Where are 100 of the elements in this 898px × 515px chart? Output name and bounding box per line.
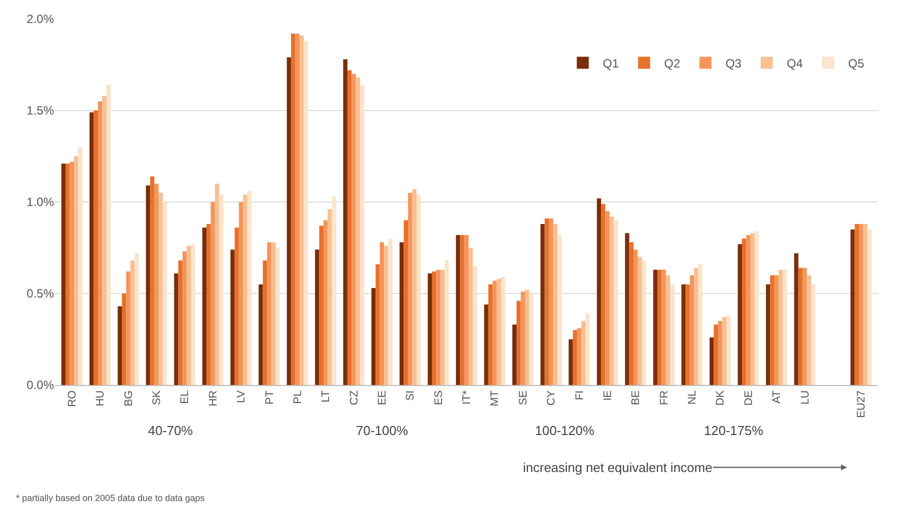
bar <box>376 264 380 385</box>
bar <box>690 275 694 385</box>
bar <box>130 260 135 385</box>
bar <box>738 244 742 385</box>
bar <box>315 250 320 385</box>
bar <box>694 268 698 385</box>
x-tick-label: HR <box>207 390 220 406</box>
x-tick-label: IT* <box>461 390 474 404</box>
bar <box>276 248 280 385</box>
bar <box>122 294 126 385</box>
bar <box>304 40 308 385</box>
bar <box>202 228 206 385</box>
bar <box>722 317 727 385</box>
bar <box>182 251 187 385</box>
bar <box>328 209 332 385</box>
bar <box>94 110 98 385</box>
bar <box>666 275 670 385</box>
bar <box>464 234 469 385</box>
bar <box>642 260 646 385</box>
bar <box>380 242 384 385</box>
bar <box>343 59 348 385</box>
x-tick-label: CZ <box>348 390 360 406</box>
bar <box>548 218 554 385</box>
bar <box>444 260 449 385</box>
bar <box>210 202 215 385</box>
bar <box>404 220 408 385</box>
x-tick-label: SK <box>151 390 164 406</box>
bar <box>568 339 573 385</box>
bar <box>186 246 191 385</box>
bar <box>766 284 770 385</box>
bar <box>219 194 224 385</box>
bar <box>234 228 239 385</box>
bar <box>295 34 300 385</box>
bar <box>416 194 421 385</box>
text: 100-120% <box>535 423 595 438</box>
bar <box>356 78 360 385</box>
x-tick-label: EL <box>179 390 192 404</box>
bar <box>516 300 521 385</box>
x-tick-label: HU <box>94 390 107 406</box>
bar <box>428 273 432 385</box>
x-tick-label: PT <box>264 390 276 404</box>
x-tick-label: FR <box>658 390 670 406</box>
text: 40-70% <box>148 423 194 438</box>
legend-label: Q5 <box>848 56 864 70</box>
bar <box>614 220 618 385</box>
bar <box>319 226 324 385</box>
x-tick-label: RO <box>66 390 78 407</box>
bar <box>78 147 82 385</box>
x-tick-label: AT <box>771 390 784 404</box>
bar <box>61 164 66 385</box>
bar <box>178 260 183 385</box>
bar <box>146 186 150 385</box>
bar <box>572 330 578 385</box>
bar <box>154 184 159 385</box>
legend-label: Q1 <box>602 56 620 70</box>
x-tick-label: LV <box>236 390 248 404</box>
bar <box>581 320 586 385</box>
bar <box>300 35 304 385</box>
bar <box>271 242 276 385</box>
bar <box>596 198 602 385</box>
x-tick-label: NL <box>686 390 699 404</box>
bar <box>854 224 859 385</box>
bar <box>70 162 74 385</box>
legend-label: Q4 <box>786 56 804 70</box>
bar <box>484 304 488 385</box>
bar <box>850 229 855 385</box>
x-tick-label: IE <box>602 390 614 401</box>
bar <box>754 231 759 385</box>
x-tick-label: ES <box>432 390 445 406</box>
bar <box>544 218 549 385</box>
bar <box>408 192 412 385</box>
bar <box>586 314 590 385</box>
x-tick-label: CY <box>546 390 558 406</box>
bar <box>867 229 872 385</box>
bar <box>118 306 122 385</box>
bar <box>501 277 506 385</box>
bar <box>488 284 493 385</box>
bar <box>806 275 812 385</box>
bar <box>460 234 464 385</box>
bar <box>323 220 328 385</box>
bar <box>520 292 525 385</box>
text: increasing net equivalent income <box>523 460 712 475</box>
bar <box>436 270 440 385</box>
bar <box>400 242 404 385</box>
bar <box>858 224 864 385</box>
bar <box>710 337 714 385</box>
bar <box>247 191 252 385</box>
bar <box>102 96 106 385</box>
bar <box>66 164 70 385</box>
bar <box>126 272 130 385</box>
x-tick-label: DK <box>714 390 727 406</box>
x-tick-label: LT <box>320 390 332 402</box>
bar <box>698 264 703 385</box>
bar <box>681 284 686 385</box>
bar <box>553 224 558 385</box>
y-tick-label: 1.5% <box>26 104 54 118</box>
bar <box>610 216 614 385</box>
bar <box>150 176 154 385</box>
bar <box>134 253 139 385</box>
bar <box>230 250 235 385</box>
